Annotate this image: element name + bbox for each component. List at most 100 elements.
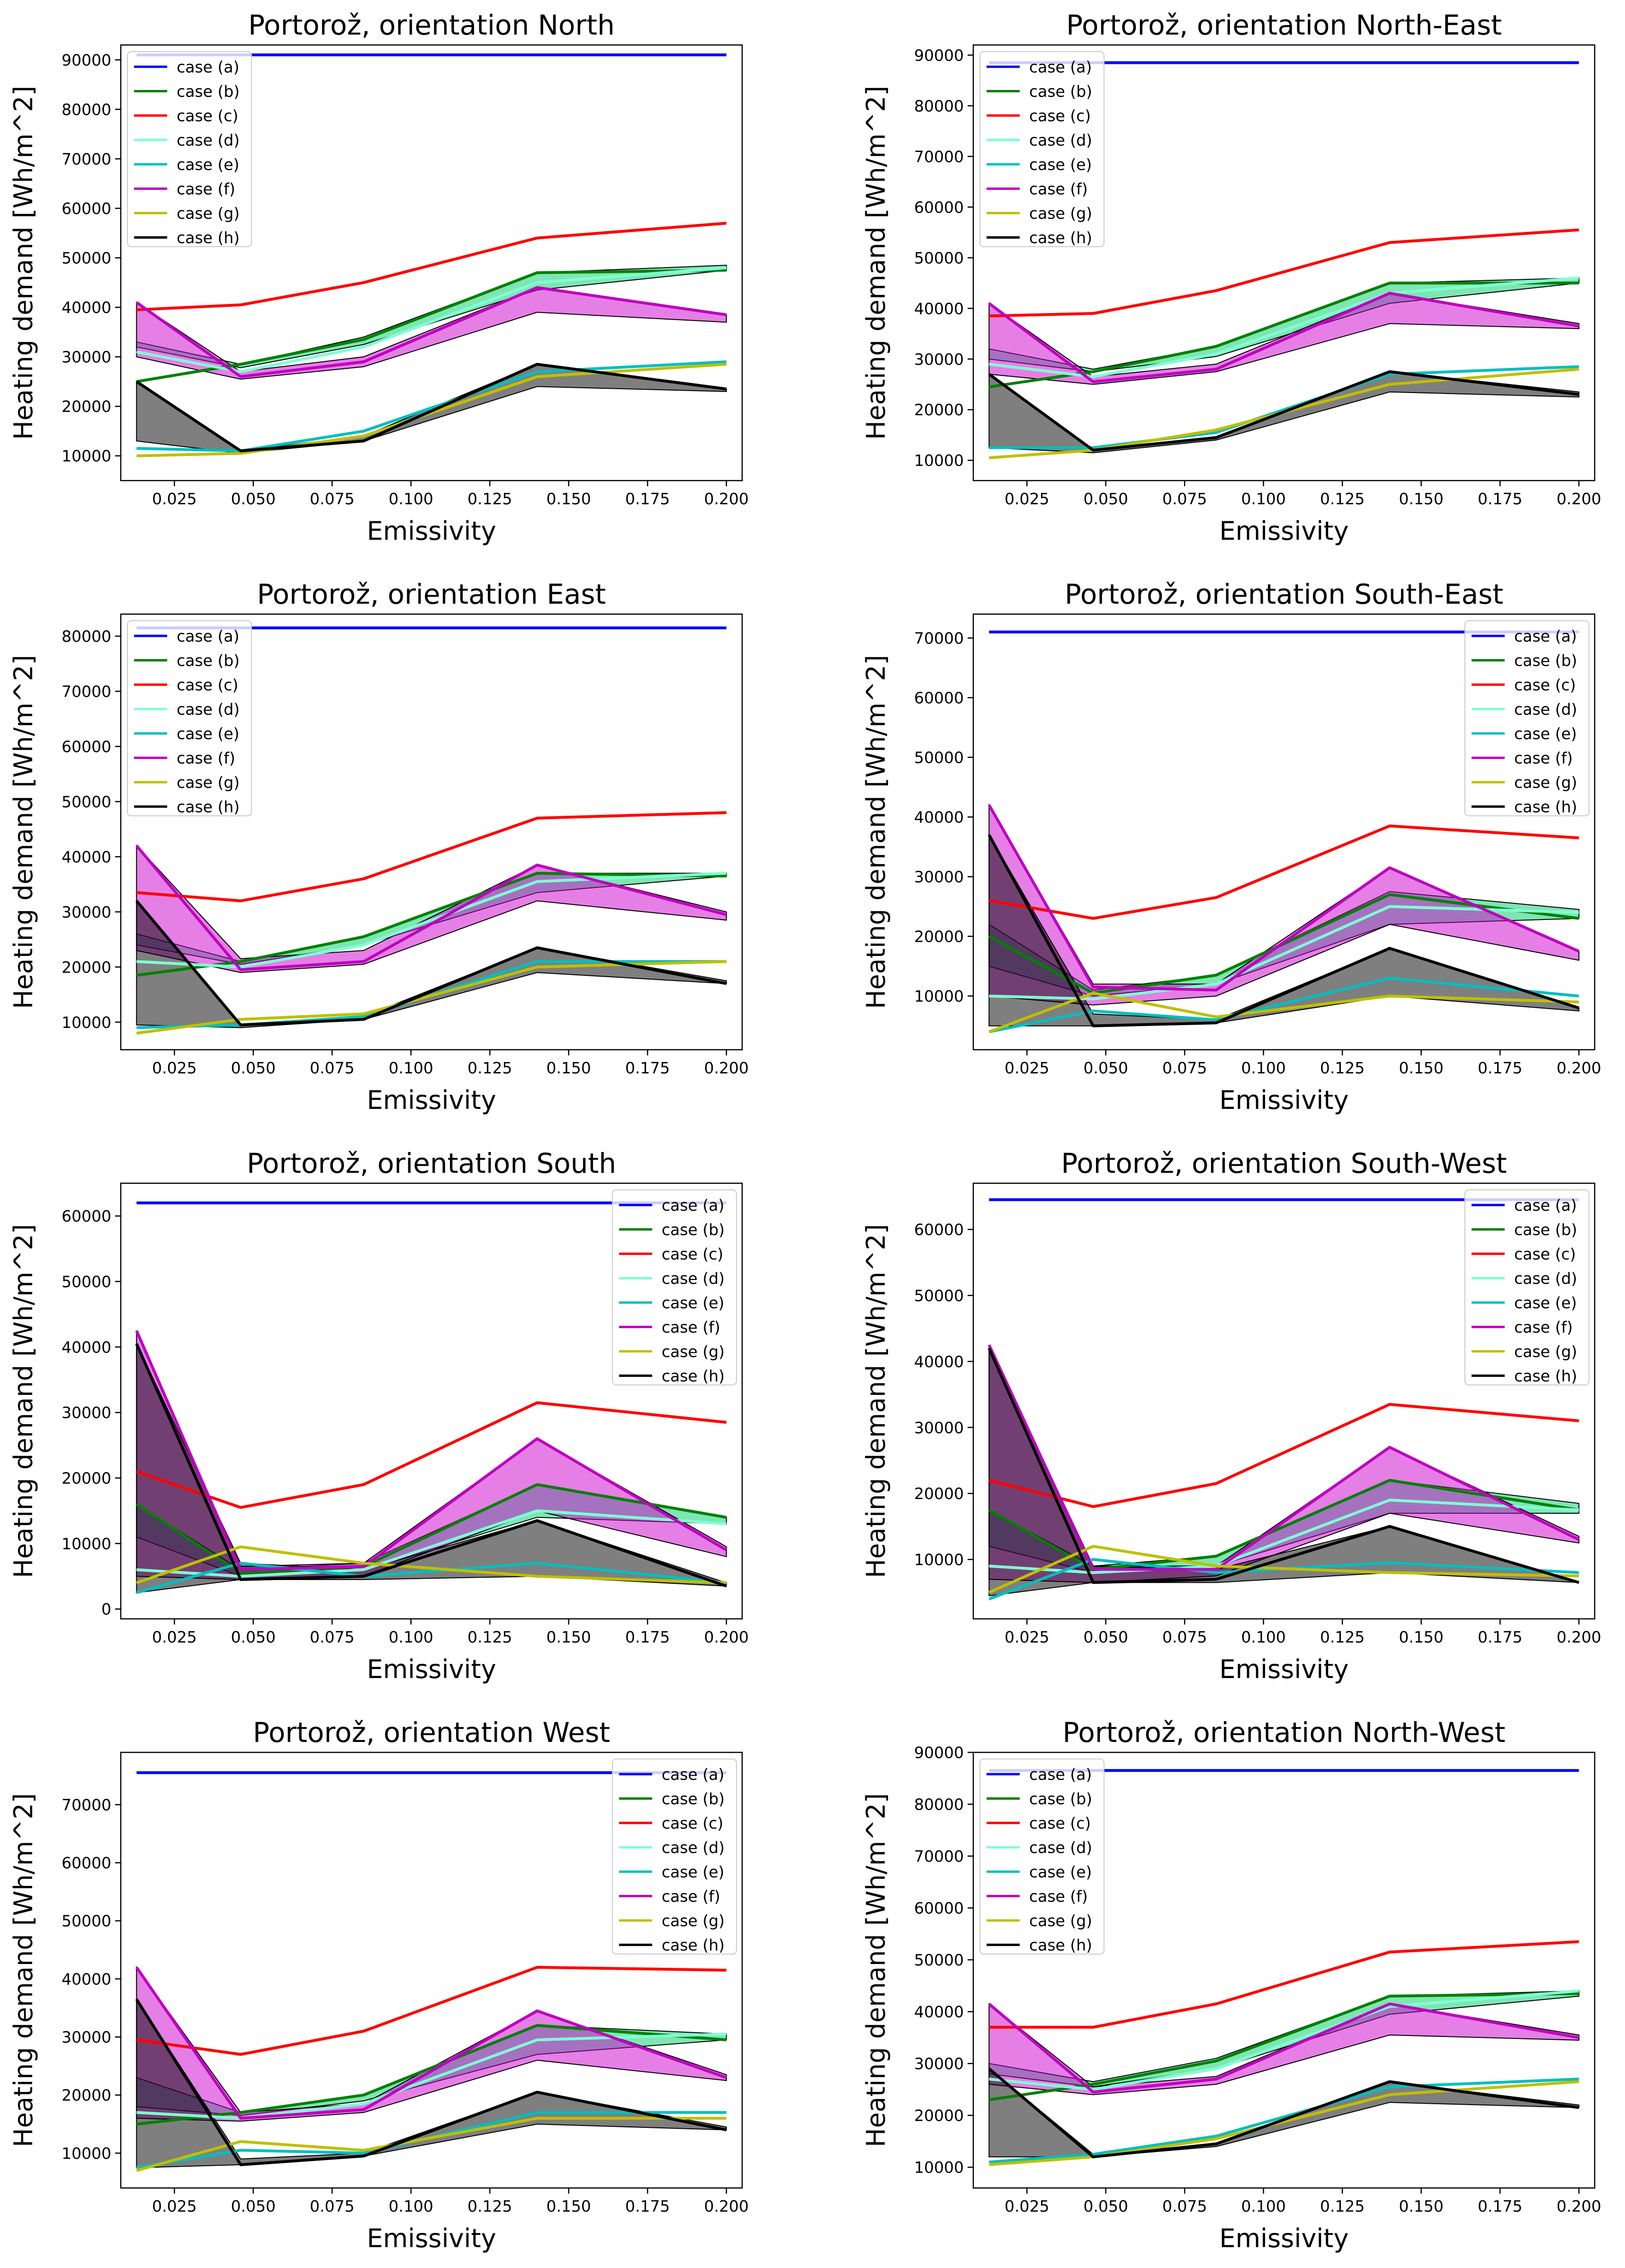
- x-axis-label: Emissivity: [367, 1085, 496, 1115]
- legend-label: case (c): [177, 107, 238, 125]
- legend-label: case (e): [177, 155, 239, 174]
- legend-label: case (d): [1514, 1269, 1577, 1288]
- x-tick-label: 0.050: [231, 1628, 275, 1646]
- series-line-caseb: [988, 1479, 1580, 1571]
- subplot-1: 0.025 0.050 0.075 0.100 0.125 0.150 0.175 0.200…: [9, 9, 749, 546]
- legend-label: case (d): [662, 1269, 725, 1288]
- series-line-casec: [988, 824, 1579, 920]
- x-tick-label: 0.125: [1320, 1628, 1365, 1646]
- x-tick-label: 0.175: [625, 2197, 670, 2215]
- legend-label: case (h): [177, 798, 240, 816]
- series-line-casef: [988, 1344, 1580, 1571]
- legend-label: case (e): [177, 724, 239, 743]
- y-tick-label: 10000: [914, 2158, 964, 2177]
- y-tick-label: 10000: [62, 2144, 111, 2162]
- legend-label: case (f): [662, 1887, 720, 1906]
- legend-label: case (h): [1514, 798, 1577, 816]
- legend-label: case (a): [1029, 58, 1092, 76]
- x-tick-label: 0.125: [467, 1059, 512, 1077]
- legend-label: case (d): [662, 1839, 725, 1857]
- axes-frame: [972, 1182, 1596, 1620]
- x-axis-label: Emissivity: [1219, 2223, 1348, 2253]
- x-tick-label: 0.025: [152, 490, 197, 508]
- legend-label: case (e): [1029, 1863, 1092, 1881]
- series-line-casee: [989, 365, 1579, 449]
- chart-title: Portorož, orientation North: [248, 9, 615, 41]
- series-line-casec: [136, 1401, 727, 1509]
- y-tick-label: 50000: [914, 1286, 964, 1305]
- y-tick-label: 30000: [62, 903, 111, 921]
- legend-label: case (h): [1029, 229, 1092, 247]
- plot-data: [988, 1769, 1580, 2166]
- x-tick-label: 0.025: [1005, 1628, 1049, 1646]
- legend-label: case (c): [1029, 107, 1091, 125]
- y-tick-label: 60000: [62, 1854, 111, 1872]
- y-tick-label: 10000: [62, 1535, 111, 1553]
- y-tick-label: 0: [101, 1600, 111, 1618]
- x-tick-label: 0.125: [467, 1628, 512, 1646]
- legend-label: case (h): [662, 1936, 725, 1955]
- x-tick-label: 0.100: [388, 490, 433, 508]
- y-tick-label: 50000: [62, 793, 111, 811]
- y-tick-label: 60000: [914, 688, 964, 707]
- y-axis-label: Heating demand [Wh/m^2]: [861, 1793, 891, 2147]
- y-axis-label: Heating demand [Wh/m^2]: [861, 86, 891, 440]
- y-axis-label: Heating demand [Wh/m^2]: [9, 655, 38, 1009]
- legend-box: [127, 51, 252, 247]
- y-tick-label: 20000: [62, 397, 111, 416]
- x-tick-label: 0.025: [152, 2197, 197, 2215]
- y-tick-label: 50000: [62, 249, 111, 268]
- x-tick-label: 0.025: [1005, 2197, 1049, 2215]
- x-tick-label: 0.200: [1556, 2197, 1601, 2215]
- x-tick-label: 0.150: [546, 2197, 591, 2215]
- x-tick-label: 0.100: [1241, 2197, 1285, 2215]
- series-line-cased: [989, 1989, 1579, 2091]
- series-line-casee: [136, 360, 727, 453]
- y-tick-label: 40000: [62, 1970, 111, 1988]
- y-tick-label: 40000: [62, 298, 111, 317]
- x-tick-label: 0.075: [310, 1059, 354, 1077]
- series-line-cased: [136, 2032, 727, 2120]
- y-tick-label: 30000: [62, 2028, 111, 2046]
- x-tick-label: 0.050: [1083, 490, 1128, 508]
- x-tick-label: 0.150: [546, 1628, 591, 1646]
- x-tick-label: 0.175: [1478, 1628, 1522, 1646]
- y-axis-label: Heating demand [Wh/m^2]: [9, 1224, 38, 1578]
- legend: case (a) case (b) case (c) case (d) case (e)…: [127, 620, 252, 816]
- y-tick-label: 40000: [914, 299, 964, 318]
- legend-label: case (g): [1514, 773, 1577, 792]
- legend-label: case (g): [177, 204, 240, 223]
- legend-label: case (b): [662, 1790, 725, 1808]
- axes-frame: [120, 1751, 743, 2189]
- series-line-caseb: [136, 268, 727, 383]
- legend-box: [979, 1759, 1104, 1955]
- x-tick-label: 0.075: [1162, 1628, 1207, 1646]
- x-tick-label: 0.100: [1241, 1628, 1285, 1646]
- x-tick-label: 0.125: [467, 2197, 512, 2215]
- y-tick-label: 70000: [914, 1847, 964, 1866]
- subplot-8: 0.025 0.050 0.075 0.100 0.125 0.150 0.175 0.200…: [861, 1716, 1601, 2253]
- x-tick-label: 0.075: [310, 2197, 354, 2215]
- series-line-casec: [989, 1940, 1579, 2029]
- legend-label: case (b): [177, 652, 240, 670]
- legend-label: case (f): [662, 1318, 720, 1337]
- legend-label: case (e): [1514, 724, 1577, 743]
- legend-label: case (e): [662, 1863, 724, 1881]
- series-line-caseb: [988, 281, 1579, 389]
- subplot-5: 0.025 0.050 0.075 0.100 0.125 0.150 0.175 0.200…: [9, 1147, 749, 1684]
- x-tick-label: 0.075: [310, 490, 354, 508]
- y-tick-label: 80000: [914, 1795, 964, 1814]
- legend-label: case (c): [1514, 676, 1576, 694]
- x-tick-label: 0.100: [388, 1059, 433, 1077]
- y-tick-label: 10000: [62, 1013, 111, 1032]
- y-tick-label: 30000: [62, 1403, 111, 1422]
- x-tick-label: 0.025: [1005, 1059, 1049, 1077]
- x-tick-label: 0.100: [388, 1628, 433, 1646]
- x-axis-label: Emissivity: [367, 1654, 496, 1684]
- y-axis-label: Heating demand [Wh/m^2]: [861, 1224, 891, 1578]
- series-line-caseh: [135, 1998, 727, 2166]
- subplot-3: 0.025 0.050 0.075 0.100 0.125 0.150 0.175 0.200…: [9, 578, 749, 1115]
- axes-frame: [120, 1182, 743, 1620]
- y-tick-label: 20000: [62, 1469, 111, 1488]
